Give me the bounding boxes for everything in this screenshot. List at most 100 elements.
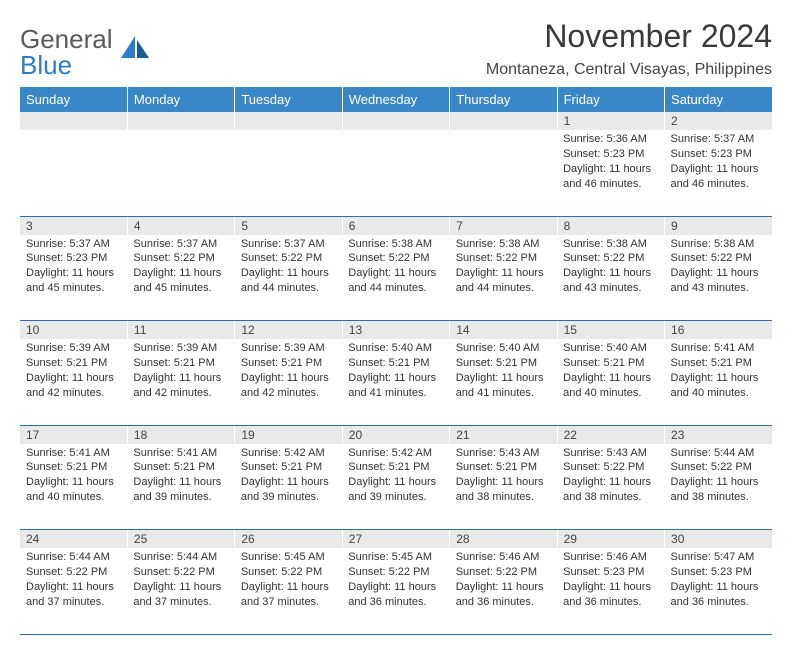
day-number: 28 — [450, 530, 557, 549]
logo: General Blue — [20, 26, 153, 78]
daylight-text: Daylight: 11 hours and 44 minutes. — [348, 266, 443, 296]
sunset-text: Sunset: 5:23 PM — [671, 565, 766, 580]
day-cell: Sunrise: 5:41 AMSunset: 5:21 PMDaylight:… — [20, 444, 127, 530]
day-cell-body: Sunrise: 5:42 AMSunset: 5:21 PMDaylight:… — [342, 444, 449, 509]
sunset-text: Sunset: 5:22 PM — [26, 565, 121, 580]
day-cell-body: Sunrise: 5:37 AMSunset: 5:23 PMDaylight:… — [665, 130, 772, 195]
daylight-text: Daylight: 11 hours and 36 minutes. — [563, 580, 658, 610]
sunrise-text: Sunrise: 5:43 AM — [563, 446, 658, 461]
day-cell-body: Sunrise: 5:38 AMSunset: 5:22 PMDaylight:… — [342, 235, 449, 300]
day-number: 7 — [450, 216, 557, 235]
day-cell-body: Sunrise: 5:40 AMSunset: 5:21 PMDaylight:… — [450, 339, 557, 404]
day-number: 10 — [20, 321, 127, 340]
sunset-text: Sunset: 5:23 PM — [563, 565, 658, 580]
daylight-text: Daylight: 11 hours and 37 minutes. — [133, 580, 228, 610]
day-cell-body — [235, 130, 342, 136]
weekday-header: Thursday — [450, 87, 557, 112]
sunrise-text: Sunrise: 5:40 AM — [563, 341, 658, 356]
day-cell: Sunrise: 5:36 AMSunset: 5:23 PMDaylight:… — [557, 130, 664, 216]
sunset-text: Sunset: 5:22 PM — [348, 251, 443, 266]
day-cell: Sunrise: 5:44 AMSunset: 5:22 PMDaylight:… — [127, 548, 234, 634]
day-content-row: Sunrise: 5:39 AMSunset: 5:21 PMDaylight:… — [20, 339, 772, 425]
sunset-text: Sunset: 5:21 PM — [348, 460, 443, 475]
day-cell: Sunrise: 5:44 AMSunset: 5:22 PMDaylight:… — [665, 444, 772, 530]
daylight-text: Daylight: 11 hours and 42 minutes. — [133, 371, 228, 401]
day-cell — [127, 130, 234, 216]
daylight-text: Daylight: 11 hours and 37 minutes. — [241, 580, 336, 610]
daylight-text: Daylight: 11 hours and 40 minutes. — [671, 371, 766, 401]
day-number: 11 — [127, 321, 234, 340]
day-cell — [235, 130, 342, 216]
daylight-text: Daylight: 11 hours and 46 minutes. — [671, 162, 766, 192]
sunset-text: Sunset: 5:22 PM — [241, 251, 336, 266]
day-cell-body: Sunrise: 5:37 AMSunset: 5:22 PMDaylight:… — [127, 235, 234, 300]
day-number: 26 — [235, 530, 342, 549]
weekday-header: Monday — [127, 87, 234, 112]
sunrise-text: Sunrise: 5:45 AM — [241, 550, 336, 565]
day-number — [127, 112, 234, 130]
day-number-row: 10111213141516 — [20, 321, 772, 340]
day-number-row: 24252627282930 — [20, 530, 772, 549]
day-cell-body: Sunrise: 5:41 AMSunset: 5:21 PMDaylight:… — [665, 339, 772, 404]
day-cell — [342, 130, 449, 216]
day-cell-body: Sunrise: 5:37 AMSunset: 5:23 PMDaylight:… — [20, 235, 127, 300]
day-cell-body: Sunrise: 5:38 AMSunset: 5:22 PMDaylight:… — [665, 235, 772, 300]
day-number: 19 — [235, 425, 342, 444]
daylight-text: Daylight: 11 hours and 36 minutes. — [348, 580, 443, 610]
day-cell-body: Sunrise: 5:38 AMSunset: 5:22 PMDaylight:… — [557, 235, 664, 300]
day-number-row: 12 — [20, 112, 772, 130]
day-cell-body: Sunrise: 5:41 AMSunset: 5:21 PMDaylight:… — [20, 444, 127, 509]
sunrise-text: Sunrise: 5:38 AM — [563, 237, 658, 252]
sunrise-text: Sunrise: 5:46 AM — [456, 550, 551, 565]
location-text: Montaneza, Central Visayas, Philippines — [486, 61, 772, 79]
day-cell-body: Sunrise: 5:39 AMSunset: 5:21 PMDaylight:… — [235, 339, 342, 404]
sunset-text: Sunset: 5:21 PM — [671, 356, 766, 371]
day-cell: Sunrise: 5:37 AMSunset: 5:22 PMDaylight:… — [235, 235, 342, 321]
day-cell-body: Sunrise: 5:44 AMSunset: 5:22 PMDaylight:… — [20, 548, 127, 613]
daylight-text: Daylight: 11 hours and 42 minutes. — [26, 371, 121, 401]
day-number: 4 — [127, 216, 234, 235]
daylight-text: Daylight: 11 hours and 37 minutes. — [26, 580, 121, 610]
day-cell: Sunrise: 5:38 AMSunset: 5:22 PMDaylight:… — [450, 235, 557, 321]
day-number: 22 — [557, 425, 664, 444]
sunset-text: Sunset: 5:23 PM — [671, 147, 766, 162]
day-content-row: Sunrise: 5:44 AMSunset: 5:22 PMDaylight:… — [20, 548, 772, 634]
day-cell-body — [20, 130, 127, 136]
sunset-text: Sunset: 5:22 PM — [241, 565, 336, 580]
day-cell-body: Sunrise: 5:39 AMSunset: 5:21 PMDaylight:… — [127, 339, 234, 404]
day-cell-body: Sunrise: 5:39 AMSunset: 5:21 PMDaylight:… — [20, 339, 127, 404]
day-cell: Sunrise: 5:42 AMSunset: 5:21 PMDaylight:… — [342, 444, 449, 530]
sunset-text: Sunset: 5:22 PM — [671, 251, 766, 266]
day-cell-body: Sunrise: 5:43 AMSunset: 5:22 PMDaylight:… — [557, 444, 664, 509]
day-number: 23 — [665, 425, 772, 444]
day-number: 24 — [20, 530, 127, 549]
day-cell-body: Sunrise: 5:45 AMSunset: 5:22 PMDaylight:… — [235, 548, 342, 613]
day-number: 18 — [127, 425, 234, 444]
day-number: 13 — [342, 321, 449, 340]
day-number — [450, 112, 557, 130]
page-title: November 2024 — [486, 18, 772, 55]
day-cell-body — [127, 130, 234, 136]
day-cell: Sunrise: 5:42 AMSunset: 5:21 PMDaylight:… — [235, 444, 342, 530]
daylight-text: Daylight: 11 hours and 42 minutes. — [241, 371, 336, 401]
day-cell-body: Sunrise: 5:36 AMSunset: 5:23 PMDaylight:… — [557, 130, 664, 195]
sunrise-text: Sunrise: 5:39 AM — [26, 341, 121, 356]
day-number-row: 17181920212223 — [20, 425, 772, 444]
sunset-text: Sunset: 5:21 PM — [133, 356, 228, 371]
sunrise-text: Sunrise: 5:44 AM — [133, 550, 228, 565]
weekday-header: Tuesday — [235, 87, 342, 112]
sail-icon — [119, 34, 153, 67]
day-cell-body: Sunrise: 5:40 AMSunset: 5:21 PMDaylight:… — [342, 339, 449, 404]
day-number: 25 — [127, 530, 234, 549]
sunset-text: Sunset: 5:21 PM — [241, 356, 336, 371]
day-cell-body: Sunrise: 5:46 AMSunset: 5:22 PMDaylight:… — [450, 548, 557, 613]
sunset-text: Sunset: 5:22 PM — [456, 565, 551, 580]
weekday-header: Saturday — [665, 87, 772, 112]
sunrise-text: Sunrise: 5:39 AM — [133, 341, 228, 356]
sunrise-text: Sunrise: 5:40 AM — [456, 341, 551, 356]
sunrise-text: Sunrise: 5:38 AM — [348, 237, 443, 252]
day-cell-body: Sunrise: 5:41 AMSunset: 5:21 PMDaylight:… — [127, 444, 234, 509]
day-cell: Sunrise: 5:37 AMSunset: 5:22 PMDaylight:… — [127, 235, 234, 321]
day-content-row: Sunrise: 5:41 AMSunset: 5:21 PMDaylight:… — [20, 444, 772, 530]
day-number — [20, 112, 127, 130]
